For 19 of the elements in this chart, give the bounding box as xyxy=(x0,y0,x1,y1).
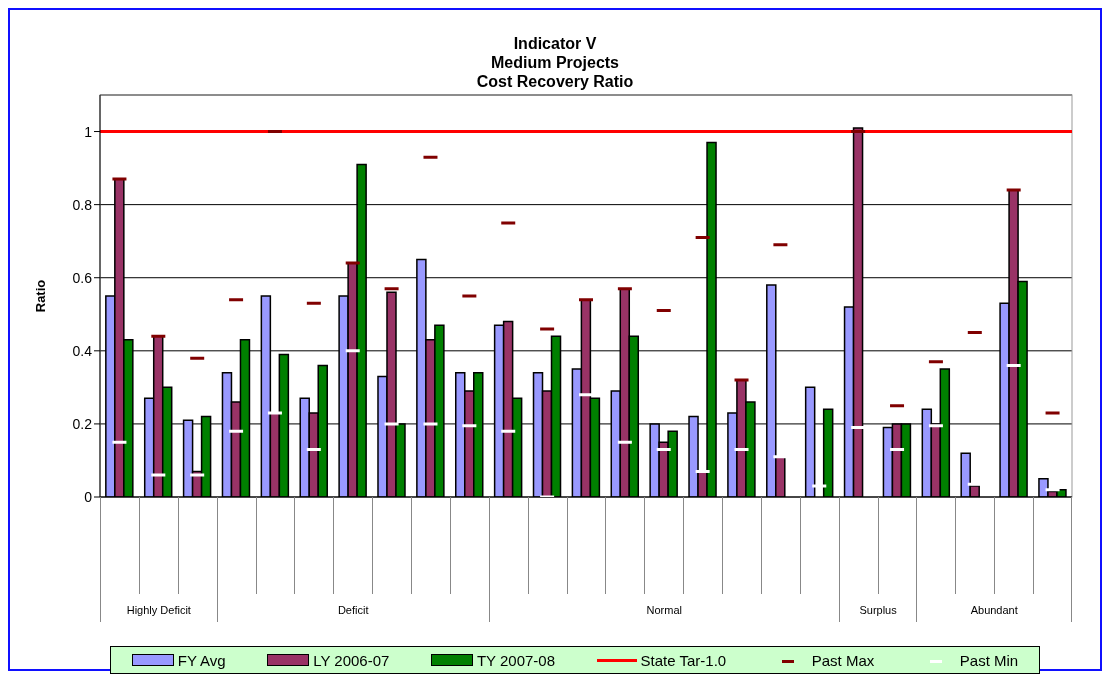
text: Abundant xyxy=(969,604,1019,616)
y-tick-label: 0.8 xyxy=(72,196,93,213)
legend-label: FY Avg xyxy=(177,651,226,669)
chart-title: Indicator V Medium Projects Cost Recovery Ratio xyxy=(475,34,635,91)
text: Highly Deficit xyxy=(125,604,192,616)
legend-label: Past Max xyxy=(811,651,875,669)
y-tick-label: 0.6 xyxy=(72,269,93,286)
y-axis-title: Ratio xyxy=(32,279,48,313)
y-tick-label: 0.2 xyxy=(72,415,93,432)
y-tick-label: 0.4 xyxy=(72,342,93,359)
y-tick-label: 1 xyxy=(84,123,93,140)
y-tick-label: 0 xyxy=(84,488,93,505)
text: Normal xyxy=(645,604,683,616)
text: Deficit xyxy=(336,604,370,616)
legend-label: TY 2007-08 xyxy=(476,651,556,669)
legend-label: State Tar-1.0 xyxy=(640,651,727,669)
text: Surplus xyxy=(858,604,898,616)
legend-label: Past Min xyxy=(959,651,1019,669)
legend-label: LY 2006-07 xyxy=(313,651,390,669)
